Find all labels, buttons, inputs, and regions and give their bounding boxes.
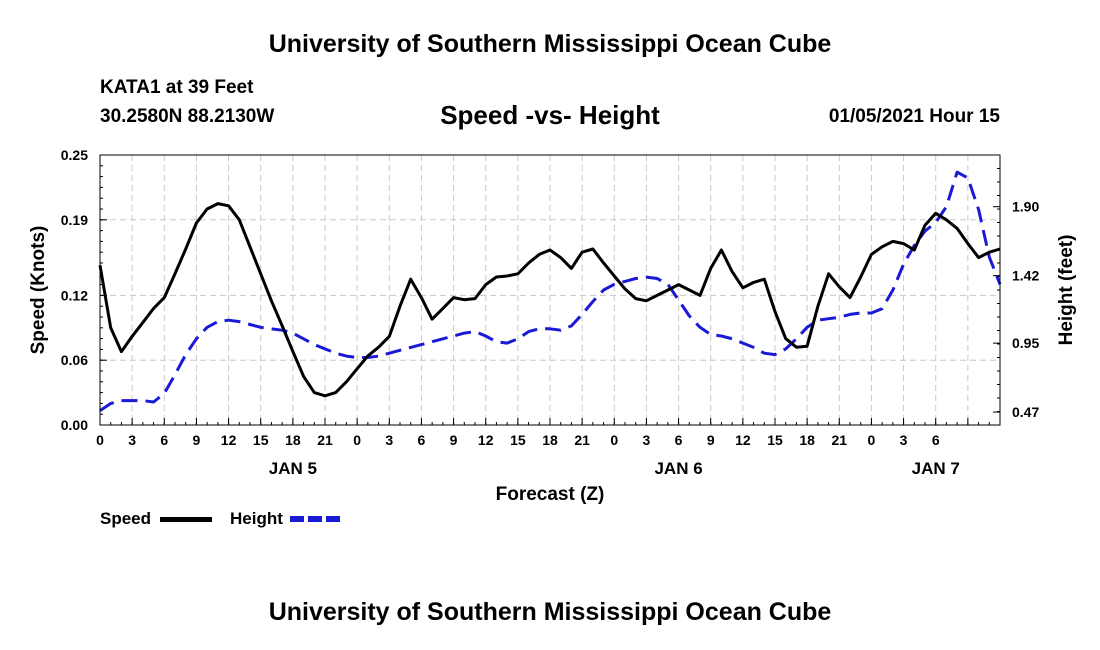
x-tick-label: 18	[285, 432, 301, 448]
y2-tick-label: 0.95	[1012, 335, 1039, 351]
day-label: JAN 6	[654, 459, 702, 478]
forecast-datetime: 01/05/2021 Hour 15	[828, 106, 1000, 127]
y-tick-label: 0.06	[61, 352, 88, 368]
legend-height-swatch	[290, 516, 342, 522]
grid-lines	[100, 155, 1000, 425]
y-tick-label: 0.25	[61, 147, 88, 163]
y-tick-label: 0.00	[61, 417, 88, 433]
x-tick-label: 12	[221, 432, 237, 448]
x-tick-label: 3	[643, 432, 651, 448]
y2-tick-label: 1.90	[1012, 199, 1039, 215]
y2-tick-label: 1.42	[1012, 268, 1039, 284]
x-tick-label: 15	[767, 432, 783, 448]
legend-speed-swatch	[160, 517, 212, 522]
x-tick-label: 0	[353, 432, 361, 448]
x-tick-label: 6	[160, 432, 168, 448]
x-tick-label: 0	[610, 432, 618, 448]
axes: 0 3 6 9 12 15 18 21 0 3 6 9 12 15 18 21 0 3 6 9 12 15 18 21 0 3 6 J…	[61, 147, 1040, 478]
x-tick-label: 21	[317, 432, 333, 448]
x-tick-label: 0	[96, 432, 104, 448]
x-tick-label: 3	[385, 432, 393, 448]
x-tick-label: 21	[574, 432, 590, 448]
speed-series-line	[98, 202, 1001, 398]
x-tick-label: 3	[128, 432, 136, 448]
x-tick-label: 3	[900, 432, 908, 448]
day-label: JAN 7	[912, 459, 960, 478]
chart-title-top: University of Southern Mississippi Ocean…	[268, 30, 832, 58]
station-label: KATA1 at 39 Feet	[100, 77, 254, 98]
x-tick-label: 9	[450, 432, 458, 448]
x-tick-label: 0	[868, 432, 876, 448]
legend-speed-label: Speed	[100, 509, 152, 528]
x-tick-label: 18	[542, 432, 558, 448]
series-lines	[98, 170, 1002, 412]
y2-tick-label: 0.47	[1012, 404, 1039, 420]
x-tick-label: 12	[735, 432, 751, 448]
y-tick-label: 0.19	[61, 212, 88, 228]
y-tick-label: 0.12	[61, 287, 88, 303]
x-tick-label: 15	[253, 432, 269, 448]
y2-axis-label: Height (feet)	[1056, 235, 1077, 346]
x-tick-label: 18	[799, 432, 815, 448]
height-series-line	[99, 170, 1002, 412]
x-tick-label: 9	[707, 432, 715, 448]
x-axis-label: Forecast (Z)	[496, 484, 605, 505]
chart-subtitle: Speed -vs- Height	[440, 100, 660, 130]
x-tick-label: 6	[418, 432, 426, 448]
y-axis-label: Speed (Knots)	[28, 226, 49, 355]
x-tick-label: 6	[675, 432, 683, 448]
x-tick-label: 6	[932, 432, 940, 448]
chart-title-bottom: University of Southern Mississippi Ocean…	[268, 598, 832, 626]
legend-height-label: Height	[230, 509, 283, 528]
x-tick-label: 15	[510, 432, 526, 448]
x-tick-label: 9	[193, 432, 201, 448]
x-tick-label: 21	[831, 432, 847, 448]
coordinates-label: 30.2580N 88.2130W	[100, 106, 275, 127]
day-label: JAN 5	[269, 459, 317, 478]
x-tick-label: 12	[478, 432, 494, 448]
